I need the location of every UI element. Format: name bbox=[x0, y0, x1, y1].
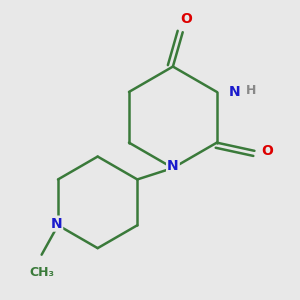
Text: CH₃: CH₃ bbox=[29, 266, 54, 279]
Text: O: O bbox=[261, 144, 273, 158]
Text: N: N bbox=[50, 217, 62, 231]
Text: N: N bbox=[167, 159, 179, 173]
Text: H: H bbox=[246, 84, 256, 97]
Text: N: N bbox=[229, 85, 241, 99]
Text: O: O bbox=[180, 12, 192, 26]
